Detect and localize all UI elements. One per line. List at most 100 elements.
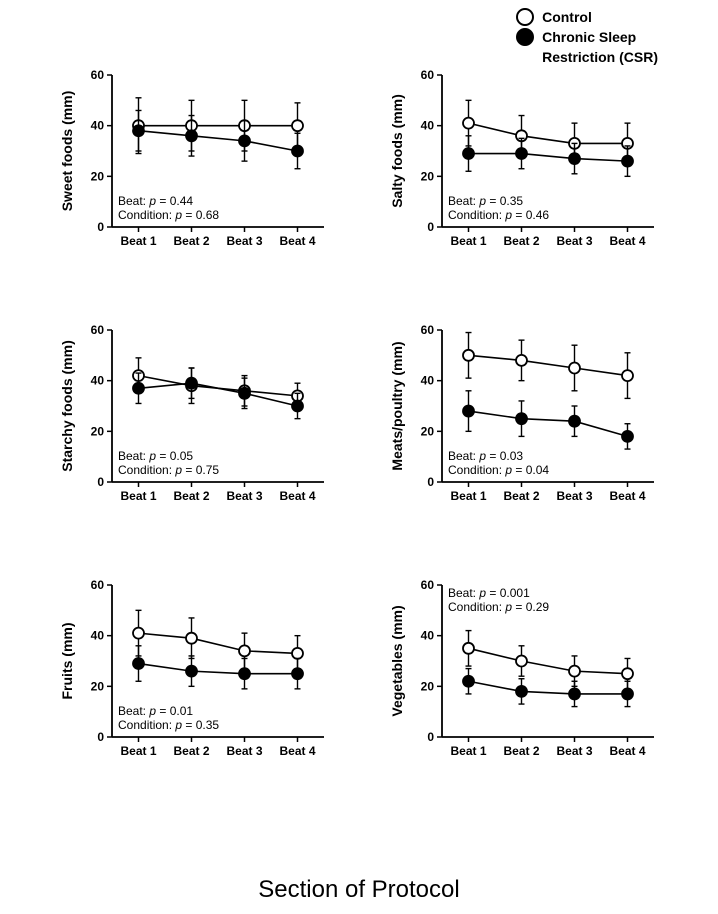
- x-tick-label: Beat 2: [173, 744, 209, 758]
- x-axis-title: Section of Protocol: [0, 876, 718, 904]
- data-marker: [133, 658, 144, 669]
- y-tick-label: 0: [427, 475, 434, 489]
- panel-salty-foods: 0204060Beat 1Beat 2Beat 3Beat 4Salty foo…: [384, 65, 664, 265]
- data-marker: [239, 668, 250, 679]
- x-tick-label: Beat 1: [450, 744, 486, 758]
- y-axis-label: Fruits (mm): [59, 623, 75, 700]
- y-tick-label: 0: [427, 220, 434, 234]
- panel-vegetables: 0204060Beat 1Beat 2Beat 3Beat 4Vegetable…: [384, 575, 664, 775]
- x-tick-label: Beat 3: [226, 489, 262, 503]
- data-marker: [186, 378, 197, 389]
- data-marker: [516, 148, 527, 159]
- data-marker: [463, 148, 474, 159]
- y-axis-label: Vegetables (mm): [389, 605, 405, 716]
- x-tick-label: Beat 4: [609, 489, 645, 503]
- x-tick-label: Beat 3: [226, 744, 262, 758]
- series-line: [139, 131, 298, 151]
- y-tick-label: 60: [421, 68, 435, 82]
- y-axis-label: Meats/poultry (mm): [389, 341, 405, 470]
- y-tick-label: 20: [91, 169, 105, 183]
- data-marker: [569, 416, 580, 427]
- legend-marker-icon: [516, 8, 534, 26]
- data-marker: [133, 125, 144, 136]
- stat-annotation: Condition: p = 0.04: [448, 463, 549, 477]
- chart-svg: 0204060Beat 1Beat 2Beat 3Beat 4Vegetable…: [384, 575, 664, 775]
- data-marker: [622, 431, 633, 442]
- data-marker: [463, 676, 474, 687]
- x-tick-label: Beat 4: [279, 489, 315, 503]
- data-marker: [622, 156, 633, 167]
- chart-svg: 0204060Beat 1Beat 2Beat 3Beat 4Salty foo…: [384, 65, 664, 265]
- y-axis-label: Starchy foods (mm): [59, 340, 75, 471]
- x-tick-label: Beat 1: [450, 234, 486, 248]
- stat-annotation: Condition: p = 0.68: [118, 208, 219, 222]
- x-tick-label: Beat 1: [450, 489, 486, 503]
- data-marker: [292, 120, 303, 131]
- x-tick-label: Beat 1: [120, 489, 156, 503]
- data-marker: [569, 153, 580, 164]
- y-tick-label: 40: [91, 629, 105, 643]
- data-marker: [186, 633, 197, 644]
- y-tick-label: 0: [427, 730, 434, 744]
- stat-annotation: Beat: p = 0.35: [448, 194, 523, 208]
- legend-label: Chronic Sleep: [542, 29, 636, 45]
- chart-svg: 0204060Beat 1Beat 2Beat 3Beat 4Fruits (m…: [54, 575, 334, 775]
- panel-sweet-foods: 0204060Beat 1Beat 2Beat 3Beat 4Sweet foo…: [54, 65, 334, 265]
- legend: Control Chronic Sleep Restriction (CSR): [516, 8, 658, 68]
- x-tick-label: Beat 2: [503, 234, 539, 248]
- y-axis-label: Salty foods (mm): [389, 94, 405, 208]
- x-tick-label: Beat 4: [279, 744, 315, 758]
- x-tick-label: Beat 3: [556, 489, 592, 503]
- series-line: [139, 664, 298, 674]
- y-tick-label: 20: [91, 679, 105, 693]
- chart-svg: 0204060Beat 1Beat 2Beat 3Beat 4Sweet foo…: [54, 65, 334, 265]
- x-tick-label: Beat 3: [556, 744, 592, 758]
- stat-annotation: Condition: p = 0.35: [118, 718, 219, 732]
- data-marker: [622, 688, 633, 699]
- y-tick-label: 60: [421, 323, 435, 337]
- legend-item: Restriction (CSR): [516, 48, 658, 66]
- data-marker: [186, 666, 197, 677]
- x-tick-label: Beat 4: [609, 744, 645, 758]
- x-tick-label: Beat 3: [226, 234, 262, 248]
- data-marker: [463, 350, 474, 361]
- y-tick-label: 0: [97, 475, 104, 489]
- y-tick-label: 20: [421, 169, 435, 183]
- stat-annotation: Condition: p = 0.75: [118, 463, 219, 477]
- y-tick-label: 60: [91, 323, 105, 337]
- x-tick-label: Beat 4: [609, 234, 645, 248]
- data-marker: [463, 118, 474, 129]
- legend-item: Control: [516, 8, 658, 26]
- data-marker: [516, 656, 527, 667]
- data-marker: [569, 363, 580, 374]
- y-tick-label: 60: [91, 68, 105, 82]
- data-marker: [569, 666, 580, 677]
- data-marker: [516, 355, 527, 366]
- series-line: [139, 383, 298, 406]
- data-marker: [239, 645, 250, 656]
- series-line: [469, 355, 628, 375]
- y-tick-label: 40: [91, 119, 105, 133]
- data-marker: [622, 370, 633, 381]
- series-line: [469, 154, 628, 162]
- series-line: [469, 123, 628, 143]
- y-tick-label: 40: [91, 374, 105, 388]
- stat-annotation: Beat: p = 0.001: [448, 586, 530, 600]
- x-tick-label: Beat 4: [279, 234, 315, 248]
- series-line: [469, 411, 628, 436]
- stat-annotation: Beat: p = 0.44: [118, 194, 193, 208]
- figure-container: Control Chronic Sleep Restriction (CSR) 0 2…: [0, 0, 718, 914]
- x-tick-label: Beat 2: [173, 234, 209, 248]
- legend-item: Chronic Sleep: [516, 28, 658, 46]
- panel-row-1: 0204060Beat 1Beat 2Beat 3Beat 4Sweet foo…: [0, 65, 718, 265]
- y-tick-label: 40: [421, 119, 435, 133]
- y-tick-label: 0: [97, 730, 104, 744]
- y-tick-label: 60: [421, 578, 435, 592]
- y-tick-label: 40: [421, 374, 435, 388]
- data-marker: [239, 135, 250, 146]
- x-tick-label: Beat 1: [120, 234, 156, 248]
- y-tick-label: 20: [91, 424, 105, 438]
- panel-row-2: 0204060Beat 1Beat 2Beat 3Beat 4Starchy f…: [0, 320, 718, 520]
- legend-label: Control: [542, 9, 592, 25]
- data-marker: [622, 668, 633, 679]
